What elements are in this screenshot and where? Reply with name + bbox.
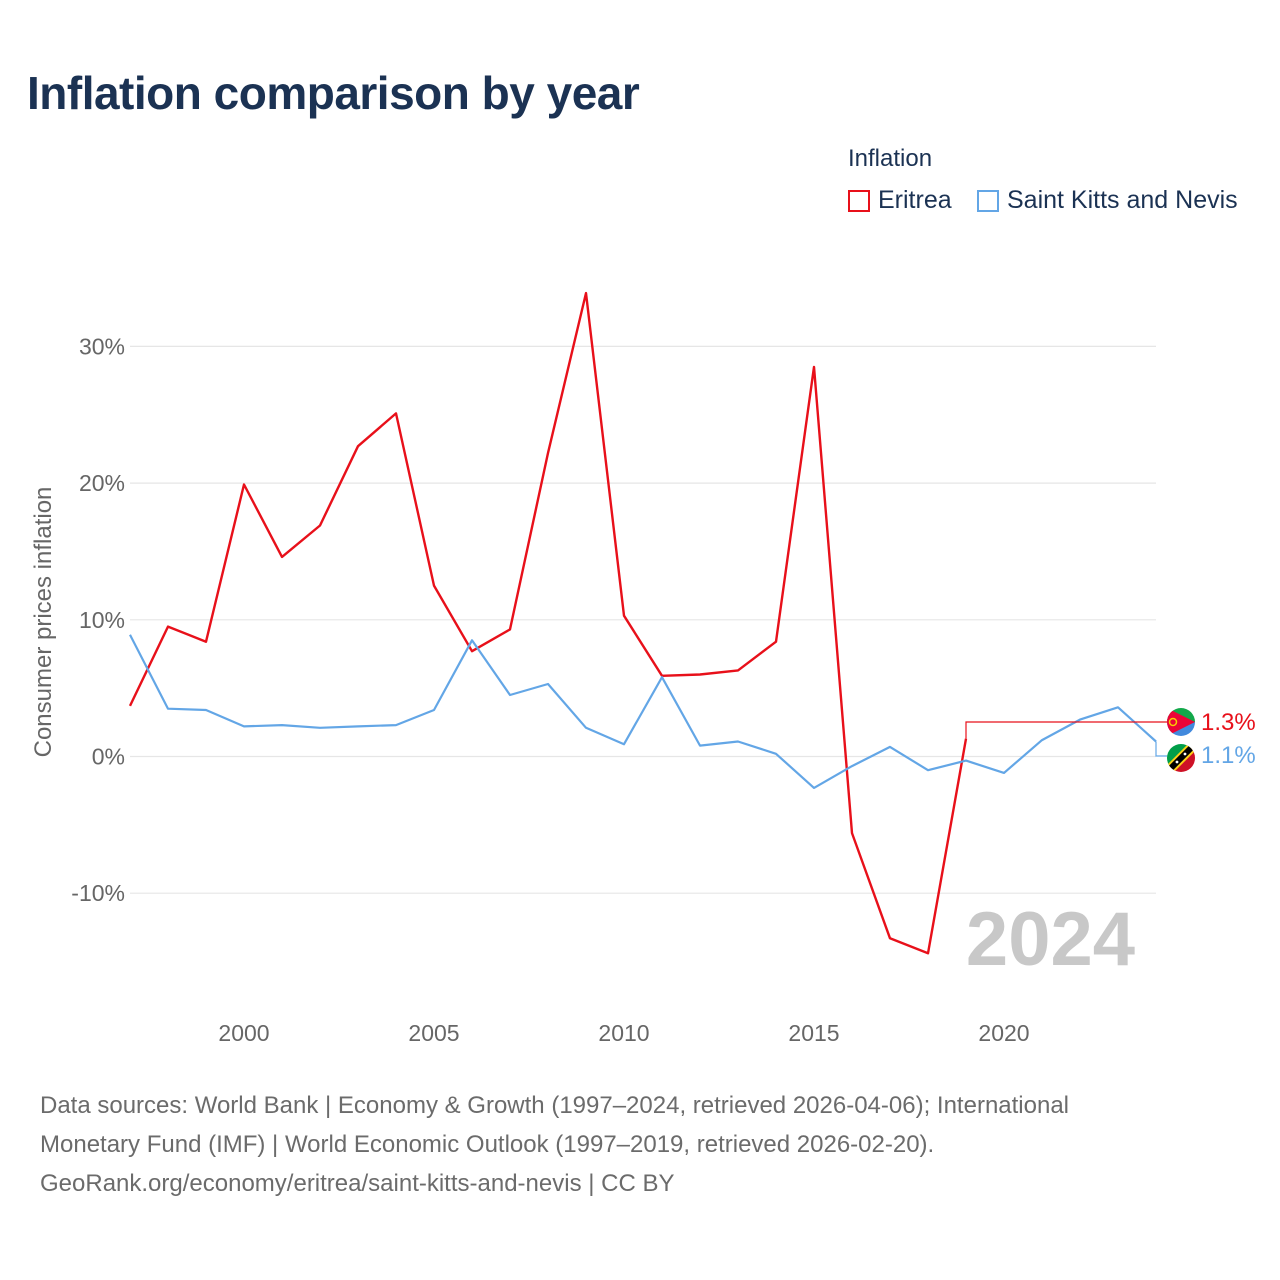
legend-swatch-eritrea — [848, 189, 870, 212]
end-label-connectors — [965, 721, 1167, 757]
legend-title: Inflation — [848, 145, 933, 172]
x-tick-label: 2015 — [788, 1020, 839, 1046]
y-tick-label: 30% — [79, 333, 125, 359]
x-tick-label: 2020 — [978, 1020, 1029, 1046]
end-label-saint-kitts-and-nevis: 1.1% — [1201, 742, 1256, 769]
eritrea-flag-icon — [1167, 708, 1195, 736]
series-line-saint-kitts-and-nevis — [129, 634, 1157, 790]
y-axis-label: Consumer prices inflation — [30, 487, 57, 758]
y-tick-label: 0% — [92, 744, 125, 770]
chart-title: Inflation comparison by year — [27, 67, 640, 119]
footer-line-2: Monetary Fund (IMF) | World Economic Out… — [40, 1131, 935, 1158]
data-sources-footer: Data sources: World Bank | Economy & Gro… — [40, 1086, 1240, 1203]
legend-label-eritrea: Eritrea — [878, 186, 952, 214]
legend-item-eritrea[interactable]: Eritrea — [848, 186, 952, 215]
footer-line-1: Data sources: World Bank | Economy & Gro… — [40, 1092, 1070, 1119]
y-axis-ticks: 30% 20% 10% 0% -10% — [71, 333, 125, 906]
connector-eritrea — [965, 721, 1167, 739]
x-tick-label: 2005 — [408, 1020, 459, 1046]
x-tick-label: 2010 — [598, 1020, 649, 1046]
legend-label-saint-kitts-and-nevis: Saint Kitts and Nevis — [1007, 186, 1238, 214]
footer-source-link[interactable]: GeoRank.org/economy/eritrea/saint-kitts-… — [40, 1170, 675, 1197]
y-tick-label: 10% — [79, 607, 125, 633]
legend-swatch-saint-kitts-and-nevis — [977, 189, 999, 212]
y-tick-label: -10% — [71, 880, 125, 906]
saint-kitts-and-nevis-flag-icon — [1167, 744, 1195, 772]
y-tick-label: 20% — [79, 470, 125, 496]
year-watermark: 2024 — [966, 897, 1135, 982]
end-label-eritrea: 1.3% — [1201, 709, 1256, 736]
legend-item-saint-kitts-and-nevis[interactable]: Saint Kitts and Nevis — [977, 186, 1238, 215]
grid-lines — [130, 345, 1156, 894]
connector-saint-kitts-and-nevis — [1155, 741, 1167, 757]
x-tick-label: 2000 — [218, 1020, 269, 1046]
series-lines — [128, 291, 1157, 955]
x-axis-ticks: 2000 2005 2010 2015 2020 — [218, 1020, 1029, 1046]
line-chart: 30% 20% 10% 0% -10% 2000 2005 2010 2015 2020 Con… — [30, 291, 1256, 1046]
series-line-eritrea — [128, 291, 968, 955]
